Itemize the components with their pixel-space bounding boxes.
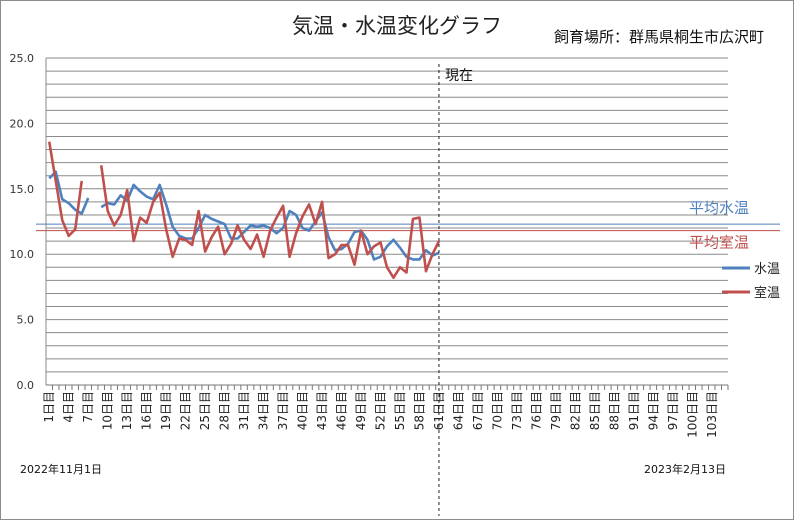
x-tick-label: 61日目: [432, 391, 446, 430]
y-axis: 0.0 5.0 10.0 15.0 20.0 25.0: [10, 52, 35, 392]
y-tick-label: 0.0: [17, 379, 35, 392]
chart-title: 気温・水温変化グラフ: [292, 14, 502, 38]
y-tick-label: 15.0: [10, 183, 35, 196]
x-tick-label: 13日目: [120, 391, 134, 430]
x-tick-label: 67日目: [471, 391, 485, 430]
x-tick-label: 37日目: [276, 391, 290, 430]
chart-subtitle-location: 飼育場所：群馬県桐生市広沢町: [553, 28, 764, 46]
average-label: 平均室温: [689, 234, 749, 252]
x-tick-label: 28日目: [218, 391, 232, 430]
x-tick-label: 46日目: [335, 391, 349, 430]
now-marker: 現在: [438, 64, 473, 516]
now-label: 現在: [445, 68, 473, 84]
x-tick-label: 100日目: [685, 391, 699, 438]
x-tick-label: 49日目: [354, 391, 368, 430]
x-tick-label: 55日目: [393, 391, 407, 430]
y-tick-label: 20.0: [10, 117, 35, 130]
series-line-室温: [47, 141, 441, 280]
x-tick-label: 34日目: [257, 391, 271, 430]
x-tick-label: 85日目: [588, 391, 602, 430]
x-date-end: 2023年2月13日: [644, 462, 726, 476]
x-axis: 1日目 4日目 7日目 10日目 13日目 16日目 19日目 22日目 25日目 28日目 31日…: [20, 385, 729, 476]
x-tick-label: 43日目: [315, 391, 329, 430]
x-tick-label: 91日目: [627, 391, 641, 430]
x-tick-label: 94日目: [646, 391, 660, 430]
x-tick-label: 97日目: [666, 391, 680, 430]
x-tick-label: 22日目: [179, 391, 193, 430]
x-tick-label: 1日目: [42, 391, 56, 423]
x-tick-label: 52日目: [374, 391, 388, 430]
x-tick-label: 40日目: [296, 391, 310, 430]
legend-label: 水温: [754, 262, 780, 277]
y-tick-label: 25.0: [10, 52, 35, 65]
x-tick-label: 70日目: [490, 391, 504, 430]
average-label: 平均水温: [689, 199, 749, 217]
series-lines: [47, 141, 441, 280]
y-tick-label: 5.0: [17, 314, 35, 327]
x-tick-label: 76日目: [529, 391, 543, 430]
x-tick-label: 73日目: [510, 391, 524, 430]
y-tick-label: 10.0: [10, 248, 35, 261]
x-tick-label: 16日目: [140, 391, 154, 430]
grid-lines: [45, 57, 728, 386]
x-date-start: 2022年11月1日: [20, 462, 102, 476]
x-tick-label: 4日目: [62, 391, 76, 423]
x-tick-label: 88日目: [607, 391, 621, 430]
x-tick-label: 103日目: [705, 391, 719, 438]
x-tick-label: 19日目: [159, 391, 173, 430]
x-tick-label: 25日目: [198, 391, 212, 430]
x-tick-label: 82日目: [568, 391, 582, 430]
x-tick-label: 64日目: [451, 391, 465, 430]
x-tick-label: 58日目: [412, 391, 426, 430]
x-tick-label: 10日目: [101, 391, 115, 430]
x-tick-label: 31日目: [237, 391, 251, 430]
x-tick-label: 79日目: [549, 391, 563, 430]
x-tick-label: 7日目: [81, 391, 95, 423]
legend-label: 室温: [754, 285, 780, 301]
